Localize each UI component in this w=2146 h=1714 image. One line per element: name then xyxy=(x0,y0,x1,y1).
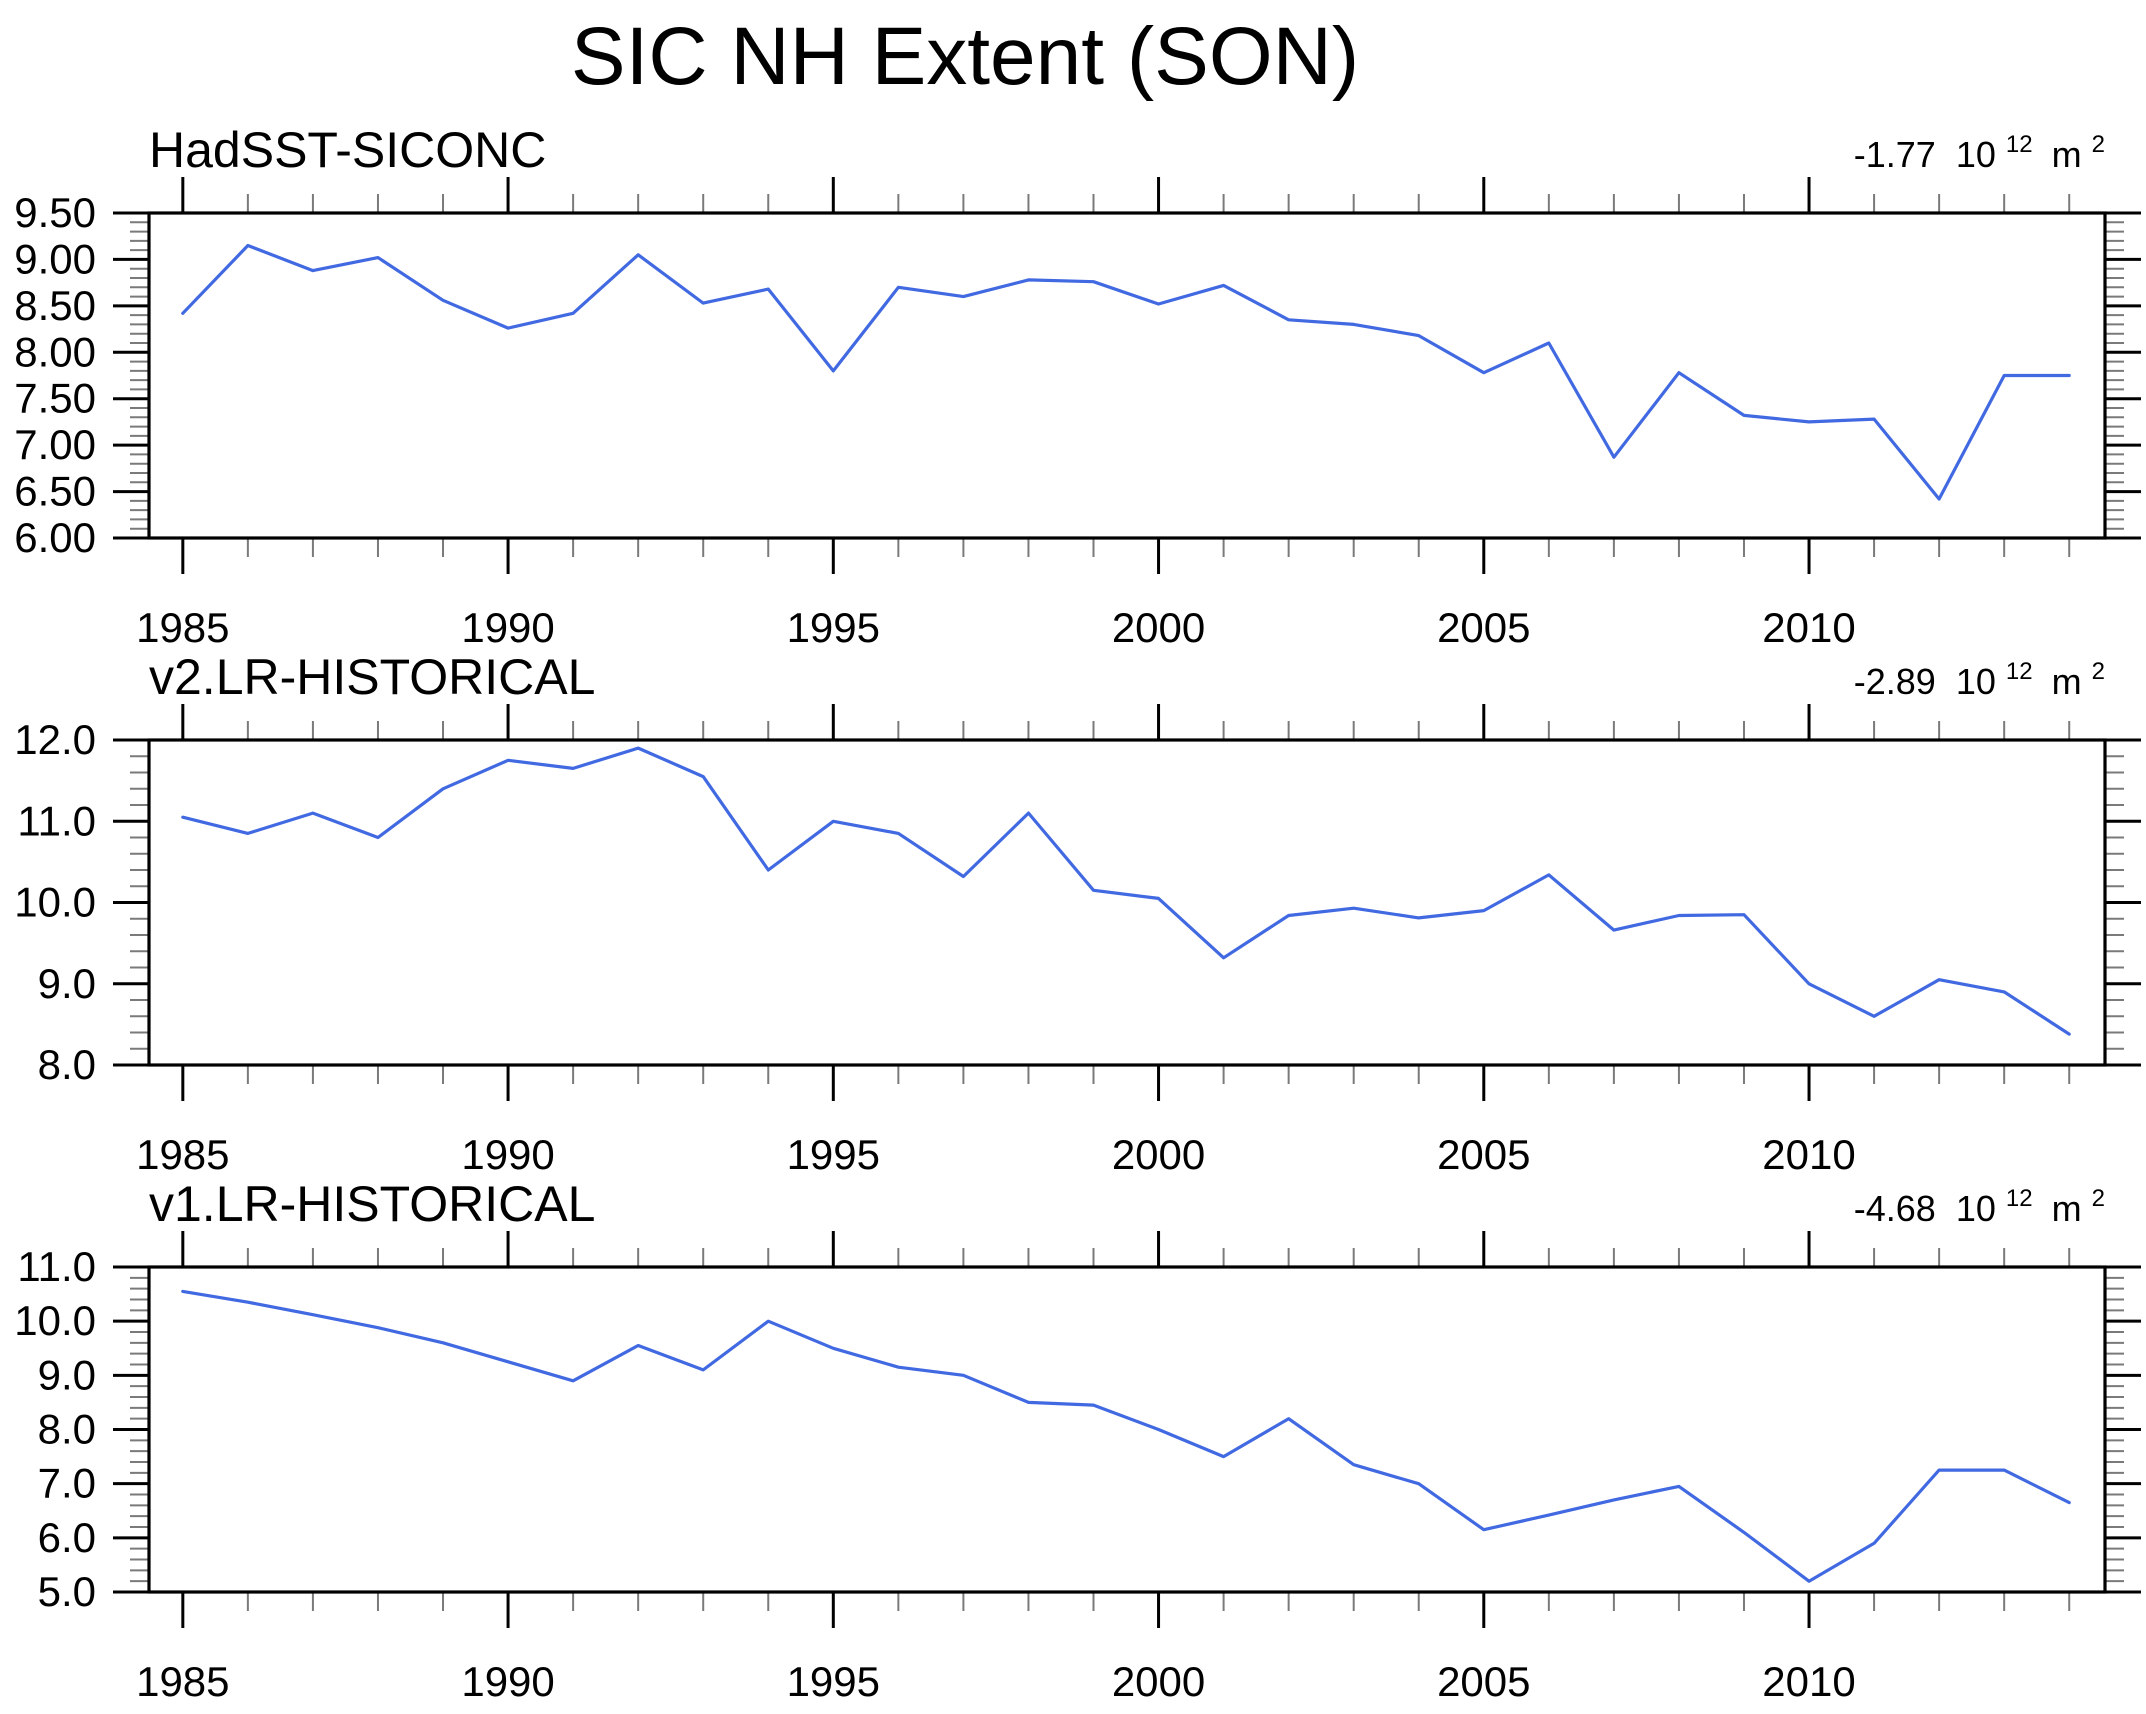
annotation-unit-exponent: 2 xyxy=(2092,1185,2105,1212)
x-tick-label: 1995 xyxy=(787,1131,880,1178)
y-tick-label: 5.0 xyxy=(38,1568,96,1615)
y-tick-label: 12.0 xyxy=(14,716,96,763)
panel-1-title: HadSST-SICONC xyxy=(149,122,546,178)
panel-hadsst-siconc-plot: 1985 1990 1995 2000 2005 2010 9.509.008.508.00… xyxy=(14,177,2141,651)
y-tick-label: 9.0 xyxy=(38,960,96,1007)
panel-3-annotation: -4.68 10 12 m 2 xyxy=(1854,1173,2105,1229)
x-tick-label: 2010 xyxy=(1762,1658,1855,1705)
x-tick-label: 1985 xyxy=(136,1658,229,1705)
x-tick-label: 1990 xyxy=(461,604,554,651)
panel-1-annotation: -1.77 10 12 m 2 xyxy=(1854,119,2105,175)
panel-v1-lr-historical-plot: 1985 1990 1995 2000 2005 2010 11.0 10.0 9.0 8.0 7.… xyxy=(14,1231,2141,1705)
y-tick-label: 6.50 xyxy=(14,468,96,515)
y-tick-label: 10.0 xyxy=(14,1297,96,1344)
y-tick-label: 8.0 xyxy=(38,1406,96,1453)
annotation-value: -2.89 xyxy=(1854,661,1936,702)
x-tick-label: 1995 xyxy=(787,1658,880,1705)
x-tick-label: 2010 xyxy=(1762,1131,1855,1178)
panel-v2-lr-historical-plot: 1985 1990 1995 2000 2005 2010 12.0 11.0 10.0 9.0 8… xyxy=(14,704,2141,1178)
y-tick-label: 8.0 xyxy=(38,1041,96,1088)
annotation-unit-exponent: 2 xyxy=(2092,131,2105,158)
x-tick-label: 2000 xyxy=(1112,1131,1205,1178)
data-line xyxy=(181,746,2071,1036)
x-tick-label: 1995 xyxy=(787,604,880,651)
x-tick-label: 1990 xyxy=(461,1658,554,1705)
annotation-base: 10 xyxy=(1956,661,1996,702)
plot-box xyxy=(147,738,2107,1067)
y-tick-label: 11.0 xyxy=(17,1243,96,1290)
data-line xyxy=(181,243,2071,501)
panel-3-title: v1.LR-HISTORICAL xyxy=(149,1176,595,1232)
annotation-exponent: 12 xyxy=(2006,131,2033,158)
annotation-unit: m xyxy=(2052,661,2082,702)
x-tick-label: 2010 xyxy=(1762,604,1855,651)
x-tick-label: 2000 xyxy=(1112,604,1205,651)
y-tick-label: 8.00 xyxy=(14,328,96,375)
y-tick-label: 9.0 xyxy=(38,1351,96,1398)
plot-box xyxy=(147,211,2107,540)
plot-box xyxy=(147,1265,2107,1594)
annotation-value: -1.77 xyxy=(1854,134,1936,175)
x-tick-label: 1985 xyxy=(136,604,229,651)
y-tick-label: 8.50 xyxy=(14,282,96,329)
x-tick-label: 2005 xyxy=(1437,1658,1530,1705)
annotation-base: 10 xyxy=(1956,134,1996,175)
annotation-value: -4.68 xyxy=(1854,1188,1936,1229)
y-tick-label: 11.0 xyxy=(17,797,96,844)
x-tick-label: 1990 xyxy=(461,1131,554,1178)
y-tick-label: 6.0 xyxy=(38,1514,96,1561)
panel-2-annotation: -2.89 10 12 m 2 xyxy=(1854,646,2105,702)
x-tick-label: 2000 xyxy=(1112,1658,1205,1705)
x-tick-label: 2005 xyxy=(1437,604,1530,651)
x-tick-label: 1985 xyxy=(136,1131,229,1178)
y-tick-label: 6.00 xyxy=(14,514,96,561)
annotation-unit-exponent: 2 xyxy=(2092,658,2105,685)
data-line xyxy=(181,1289,2071,1583)
panel-2-title: v2.LR-HISTORICAL xyxy=(149,649,595,705)
y-tick-label: 9.00 xyxy=(14,235,96,282)
annotation-exponent: 12 xyxy=(2006,658,2033,685)
x-tick-label: 2005 xyxy=(1437,1131,1530,1178)
y-tick-label: 10.0 xyxy=(14,879,96,926)
annotation-unit: m xyxy=(2052,1188,2082,1229)
annotation-unit: m xyxy=(2052,134,2082,175)
y-tick-label: 7.50 xyxy=(14,375,96,422)
y-tick-label: 7.0 xyxy=(38,1460,96,1507)
annotation-exponent: 12 xyxy=(2006,1185,2033,1212)
main-title: SIC NH Extent (SON) xyxy=(571,11,1359,102)
annotation-base: 10 xyxy=(1956,1188,1996,1229)
y-tick-label: 7.00 xyxy=(14,421,96,468)
y-tick-label: 9.50 xyxy=(14,189,96,236)
